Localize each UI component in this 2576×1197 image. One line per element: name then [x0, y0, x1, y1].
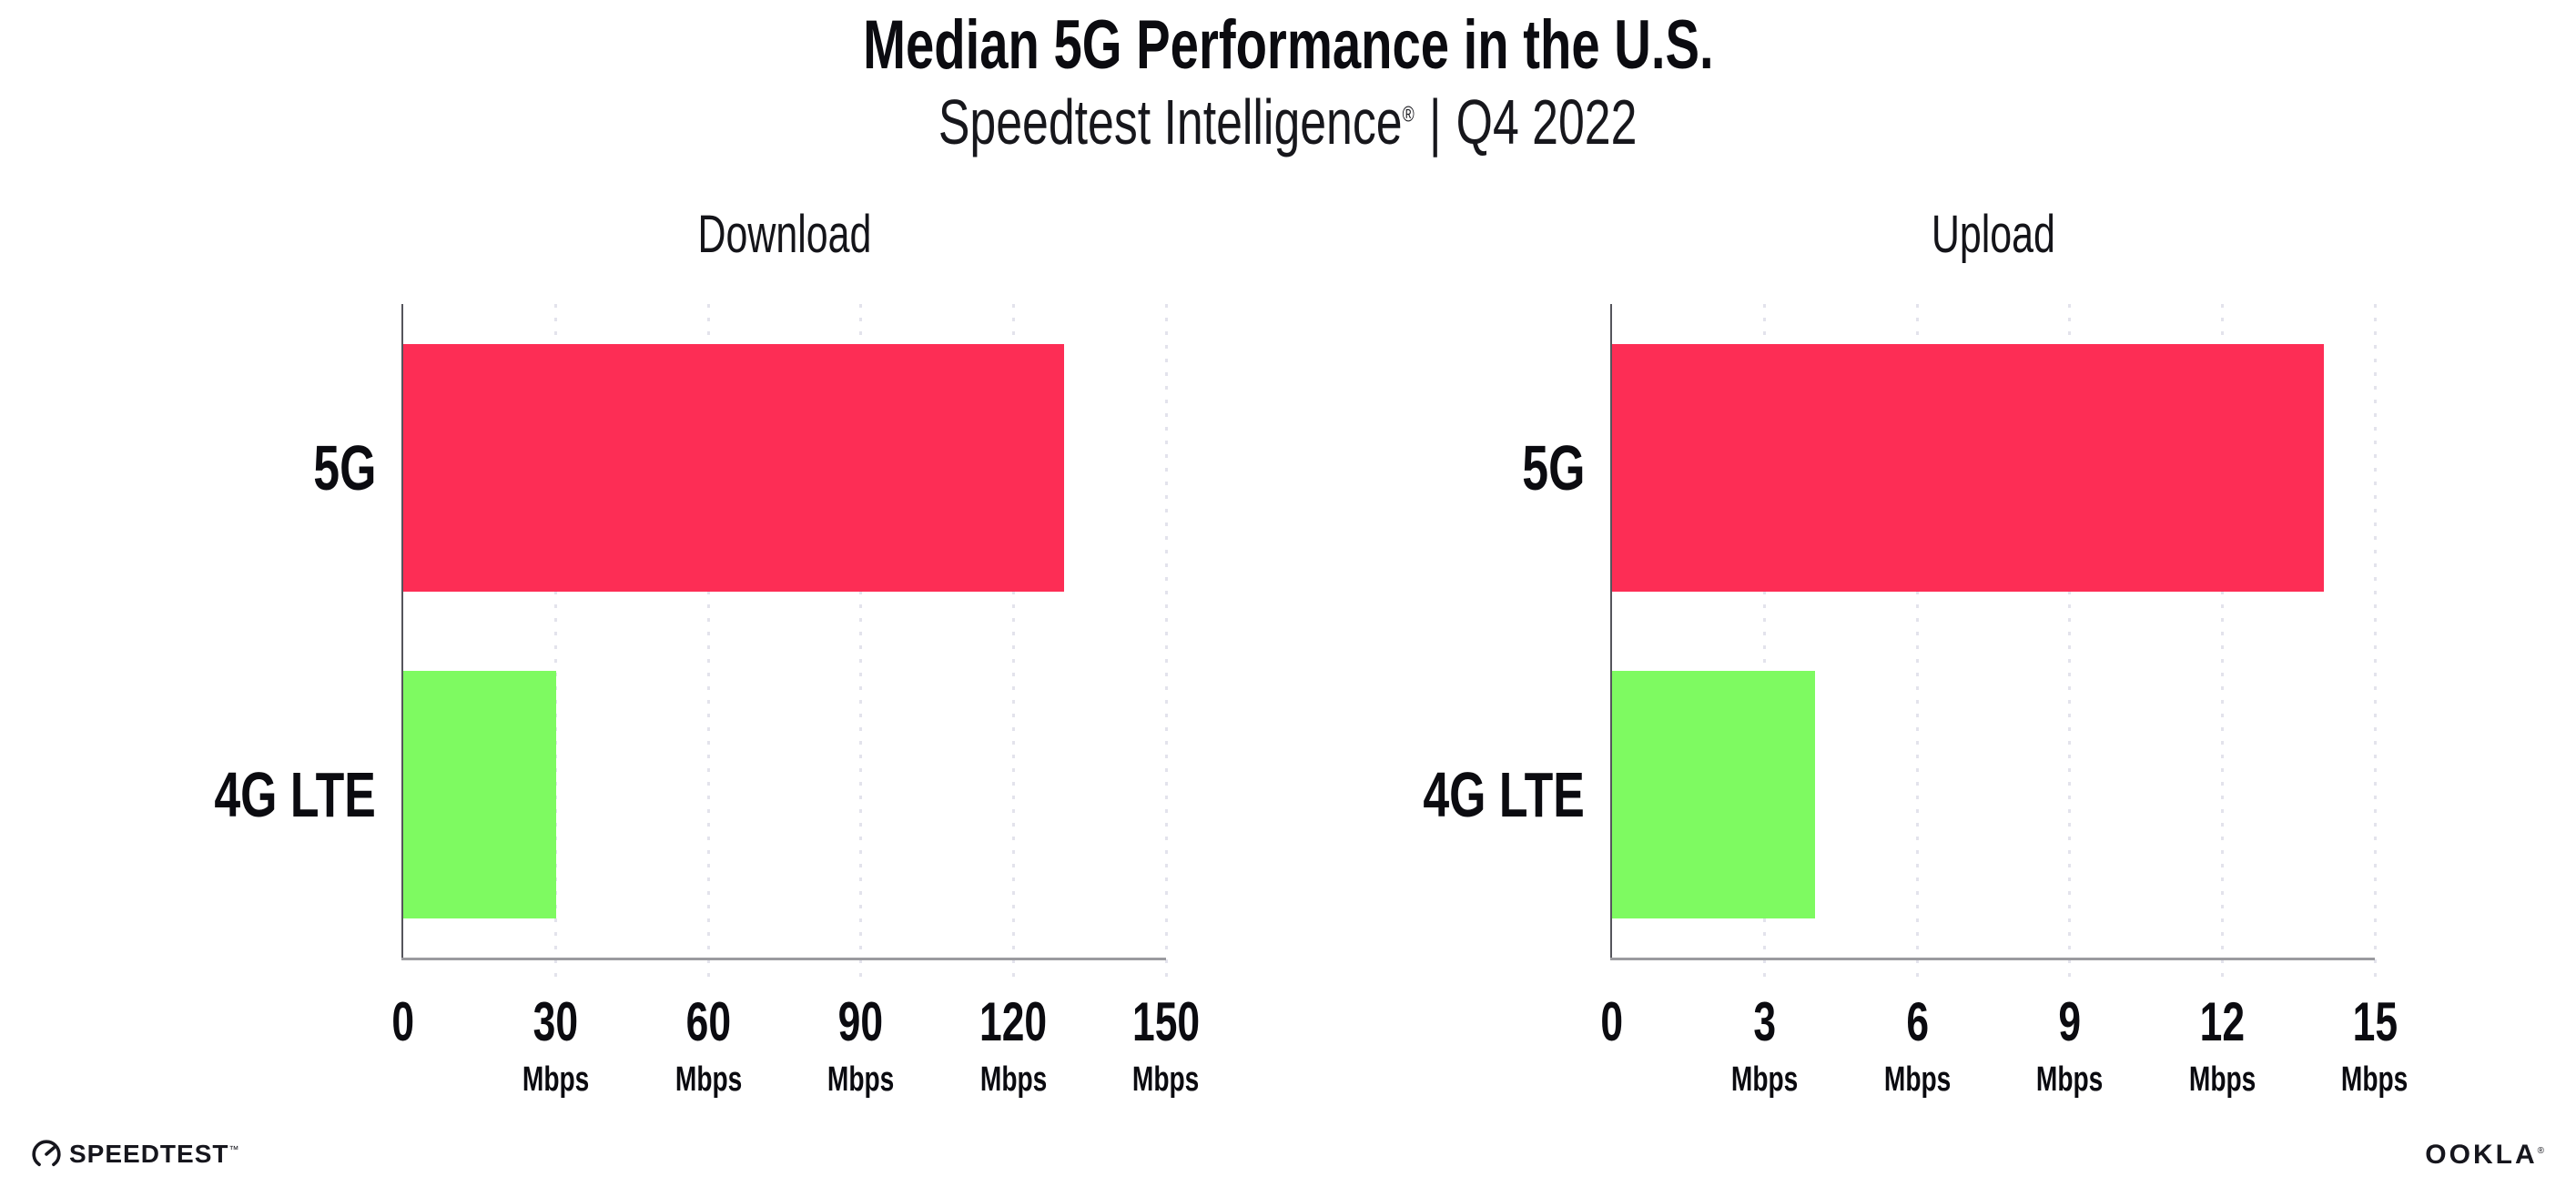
- ookla-registered-symbol: ®: [2537, 1146, 2547, 1156]
- gridline-9: [2068, 304, 2072, 981]
- gridline-150: [1164, 304, 1168, 981]
- tick-unit-label-150: Mbps: [1132, 1060, 1200, 1099]
- gridline-90: [859, 304, 863, 981]
- gridline-60: [706, 304, 710, 981]
- chart-subtitle: Speedtest Intelligence® | Q4 2022: [0, 87, 2576, 157]
- subtitle-separator: |: [1429, 86, 1442, 157]
- gridline-15: [2373, 304, 2377, 981]
- tick-label-60: 60: [685, 991, 731, 1052]
- tick-label-150: 150: [1131, 991, 1201, 1052]
- chart-panel-title: Download: [697, 205, 872, 264]
- gridline-12: [2220, 304, 2224, 981]
- tick-label-3: 3: [1753, 991, 1776, 1052]
- tick-label-9: 9: [2058, 991, 2082, 1052]
- tick-unit-label-90: Mbps: [827, 1060, 895, 1099]
- speedtest-gauge-icon: [32, 1140, 61, 1169]
- gridline-120: [1011, 304, 1015, 981]
- trademark-symbol: ™: [228, 1144, 240, 1156]
- category-label-5g: 5G: [1521, 431, 1585, 503]
- tick-label-0: 0: [1600, 991, 1624, 1052]
- tick-unit-label-9: Mbps: [2036, 1060, 2104, 1099]
- gridline-3: [1763, 304, 1767, 981]
- tick-unit-label-15: Mbps: [2341, 1060, 2409, 1099]
- tick-label-90: 90: [838, 991, 884, 1052]
- bar-download-5g: [403, 343, 1065, 592]
- bar-upload-4g-lte: [1612, 670, 1816, 918]
- x-axis-line: [401, 958, 1166, 960]
- page-title: Median 5G Performance in the U.S.: [0, 9, 2576, 82]
- tick-label-0: 0: [391, 991, 415, 1052]
- bar-upload-5g: [1612, 343, 2325, 592]
- tick-unit-label-12: Mbps: [2188, 1060, 2257, 1099]
- tick-unit-label-30: Mbps: [522, 1060, 590, 1099]
- ookla-logo: OOKLA®: [2425, 1140, 2547, 1171]
- tick-unit-label-3: Mbps: [1730, 1060, 1799, 1099]
- ookla-wordmark: OOKLA®: [2425, 1140, 2547, 1170]
- subtitle-period: Q4 2022: [1456, 86, 1638, 157]
- tick-label-15: 15: [2352, 991, 2398, 1052]
- y-axis-line: [401, 304, 403, 958]
- subtitle-brand: Speedtest Intelligence: [938, 86, 1403, 157]
- speedtest-wordmark: SPEEDTEST™: [69, 1140, 240, 1168]
- category-label-5g: 5G: [312, 431, 376, 503]
- gridline-6: [1915, 304, 1919, 981]
- tick-label-6: 6: [1905, 991, 1929, 1052]
- category-label-4g-lte: 4G LTE: [1423, 758, 1585, 830]
- category-label-4g-lte: 4G LTE: [214, 758, 376, 830]
- page-title-text: Median 5G Performance in the U.S.: [862, 6, 1714, 84]
- tick-unit-label-120: Mbps: [979, 1060, 1048, 1099]
- x-axis-line: [1610, 958, 2375, 960]
- y-axis-line: [1610, 304, 1612, 958]
- chart-panel-title: Upload: [1931, 205, 2056, 264]
- tick-label-12: 12: [2199, 991, 2246, 1052]
- gridline-30: [554, 304, 558, 981]
- tick-unit-label-60: Mbps: [674, 1060, 742, 1099]
- tick-label-120: 120: [979, 991, 1048, 1052]
- tick-label-30: 30: [532, 991, 579, 1052]
- bar-download-4g-lte: [403, 670, 556, 918]
- registered-trademark-symbol: ®: [1402, 102, 1415, 127]
- speedtest-logo: SPEEDTEST™: [31, 1136, 239, 1172]
- tick-unit-label-6: Mbps: [1883, 1060, 1951, 1099]
